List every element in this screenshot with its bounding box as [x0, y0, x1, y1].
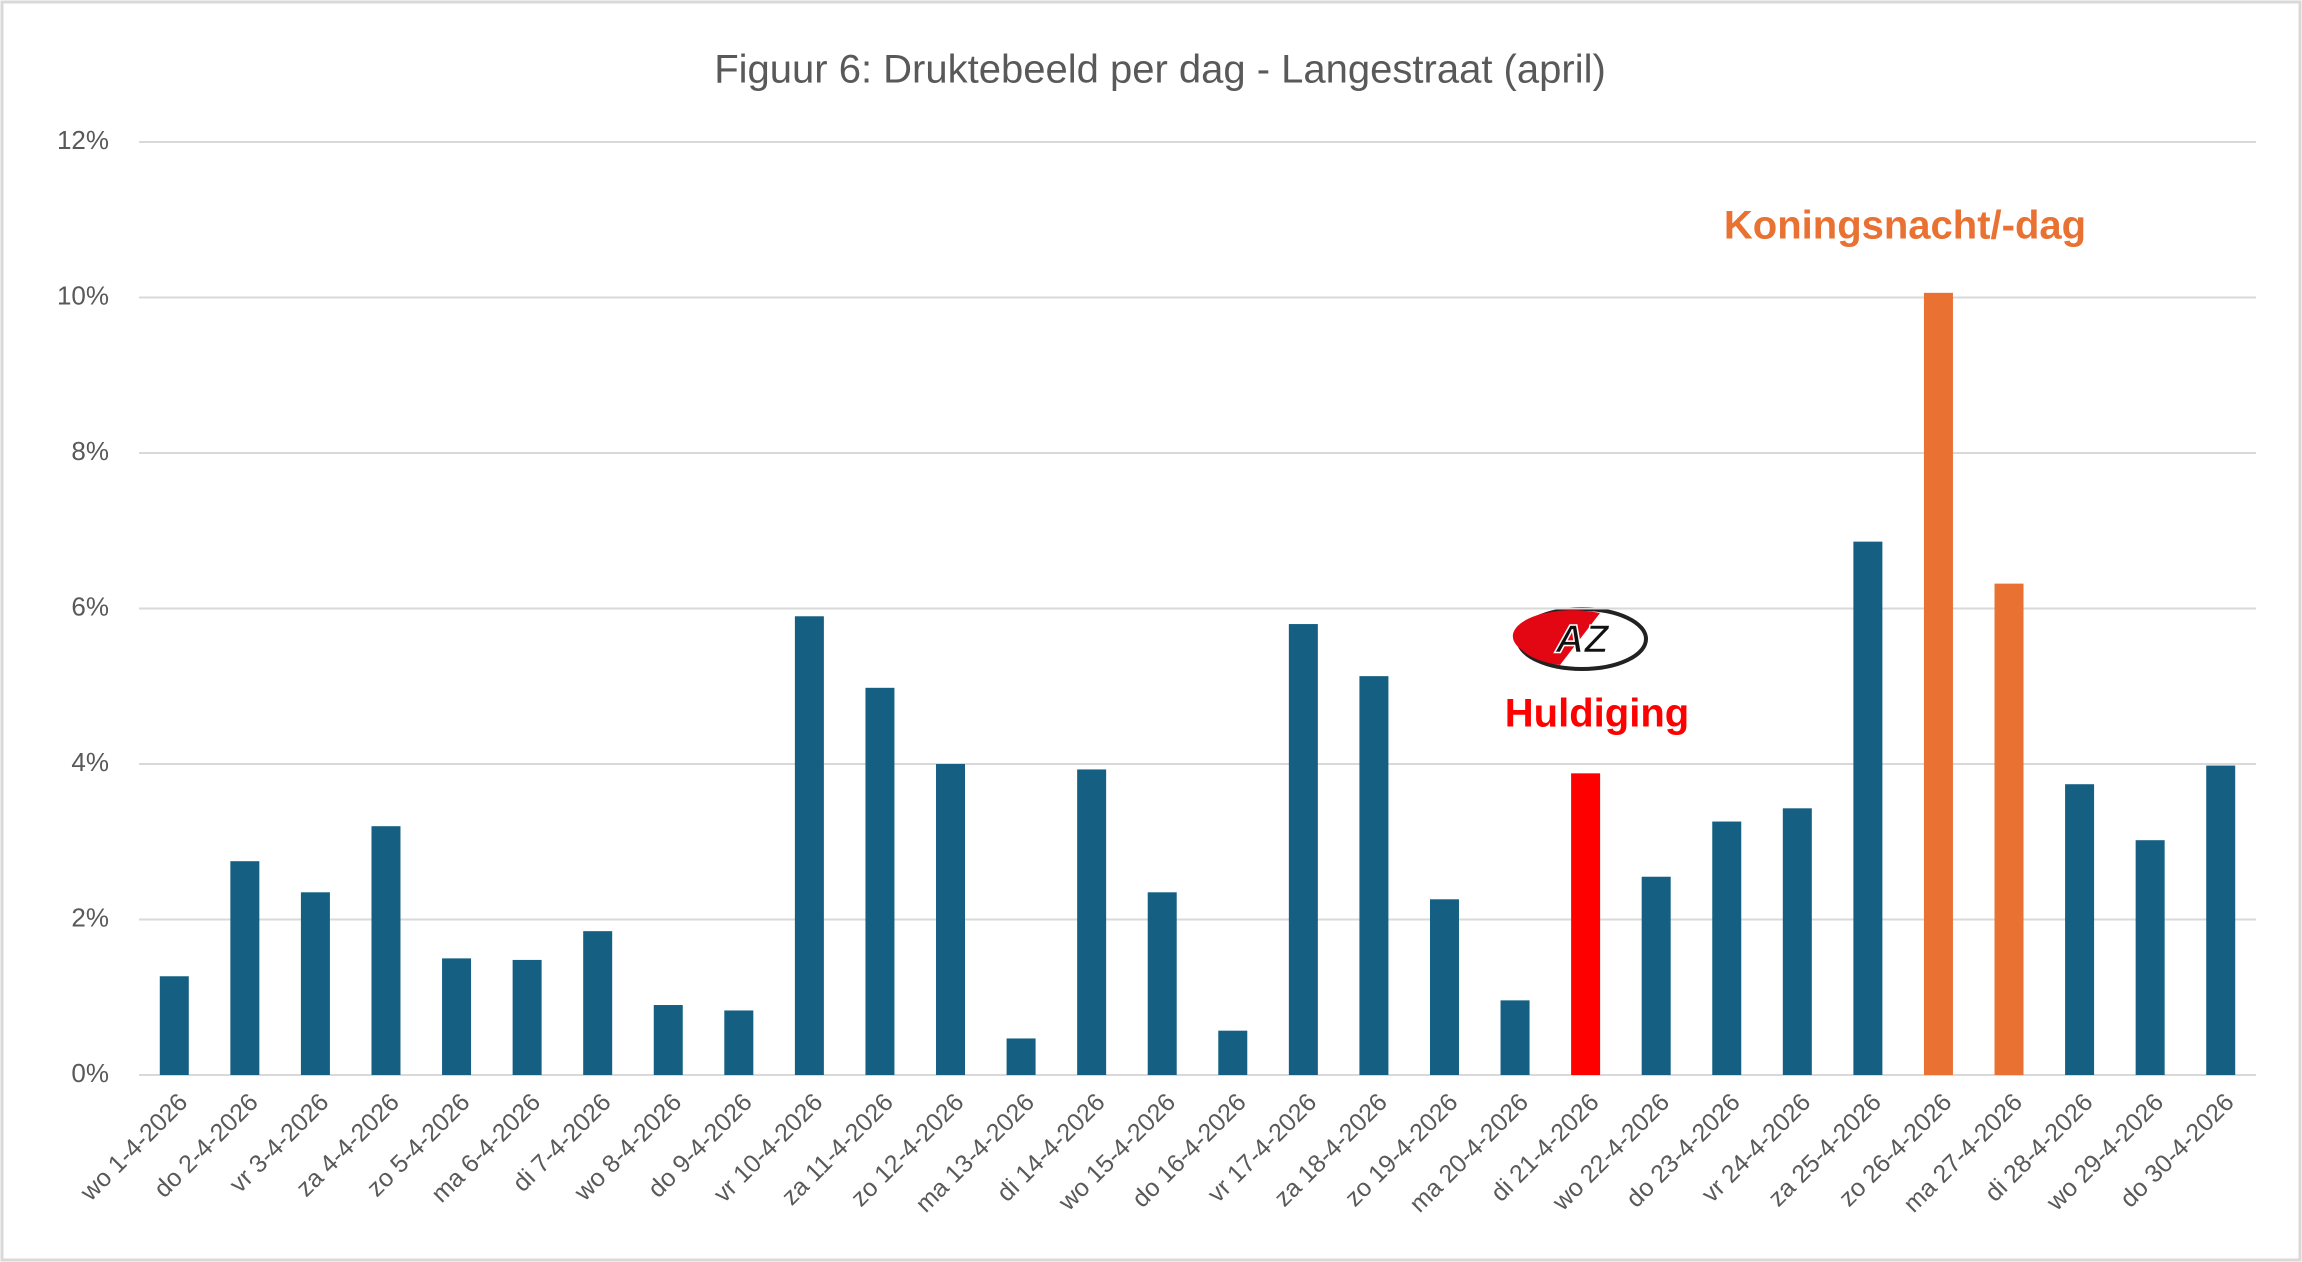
y-tick-label: 8% [71, 436, 109, 466]
y-tick-label: 2% [71, 902, 109, 932]
bar [230, 861, 260, 1075]
bar [1994, 583, 2024, 1075]
y-tick-label: 10% [57, 280, 109, 310]
bar [300, 892, 330, 1075]
annotation: Huldiging [1505, 692, 1689, 736]
logo-red [1512, 610, 1600, 665]
bar [936, 764, 966, 1075]
bar [1077, 769, 1107, 1075]
bar [1218, 1030, 1248, 1075]
bar [1571, 773, 1601, 1075]
bar [1782, 808, 1812, 1075]
bar [653, 1005, 683, 1075]
bar [371, 826, 401, 1075]
bar [1288, 624, 1318, 1075]
bar [1429, 899, 1459, 1075]
bar [2065, 784, 2095, 1075]
bar [442, 958, 472, 1075]
bar [512, 959, 542, 1075]
bar [1853, 541, 1883, 1075]
bar [865, 687, 895, 1075]
y-tick-label: 6% [71, 591, 109, 621]
y-tick-label: 4% [71, 747, 109, 777]
y-tick-label: 12% [57, 125, 109, 155]
logo-text: AZ [1554, 618, 1610, 662]
bar [2206, 765, 2236, 1075]
az-logo: AZ [1512, 607, 1648, 671]
annotation: Koningsnacht/-dag [1724, 204, 2086, 248]
bar [1006, 1038, 1036, 1075]
bar [1923, 292, 1953, 1076]
bar [2135, 840, 2165, 1075]
bar [794, 616, 824, 1075]
y-tick-label: 0% [71, 1058, 109, 1088]
bar [724, 1010, 754, 1075]
bar [1359, 676, 1389, 1075]
bar [583, 931, 613, 1075]
bar [159, 976, 189, 1075]
bar [1147, 892, 1177, 1075]
bar [1641, 876, 1671, 1075]
chart-title: Figuur 6: Druktebeeld per dag - Langestr… [714, 48, 1606, 92]
bar [1500, 1000, 1530, 1075]
bar [1712, 821, 1742, 1075]
